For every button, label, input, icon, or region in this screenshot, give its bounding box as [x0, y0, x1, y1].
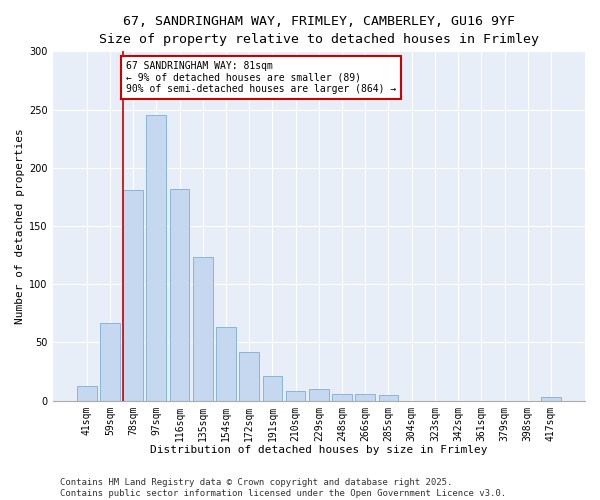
Bar	[239, 352, 259, 401]
Bar	[263, 376, 282, 400]
Bar	[541, 397, 561, 400]
Bar	[309, 389, 329, 400]
X-axis label: Distribution of detached houses by size in Frimley: Distribution of detached houses by size …	[150, 445, 488, 455]
Bar	[355, 394, 375, 400]
Bar	[379, 395, 398, 400]
Bar	[77, 386, 97, 400]
Text: Contains HM Land Registry data © Crown copyright and database right 2025.
Contai: Contains HM Land Registry data © Crown c…	[60, 478, 506, 498]
Bar	[146, 116, 166, 401]
Bar	[170, 189, 190, 400]
Bar	[286, 392, 305, 400]
Title: 67, SANDRINGHAM WAY, FRIMLEY, CAMBERLEY, GU16 9YF
Size of property relative to d: 67, SANDRINGHAM WAY, FRIMLEY, CAMBERLEY,…	[99, 15, 539, 46]
Bar	[332, 394, 352, 400]
Bar	[216, 328, 236, 400]
Bar	[100, 322, 120, 400]
Y-axis label: Number of detached properties: Number of detached properties	[15, 128, 25, 324]
Bar	[193, 258, 212, 400]
Text: 67 SANDRINGHAM WAY: 81sqm
← 9% of detached houses are smaller (89)
90% of semi-d: 67 SANDRINGHAM WAY: 81sqm ← 9% of detach…	[125, 60, 396, 94]
Bar	[123, 190, 143, 400]
